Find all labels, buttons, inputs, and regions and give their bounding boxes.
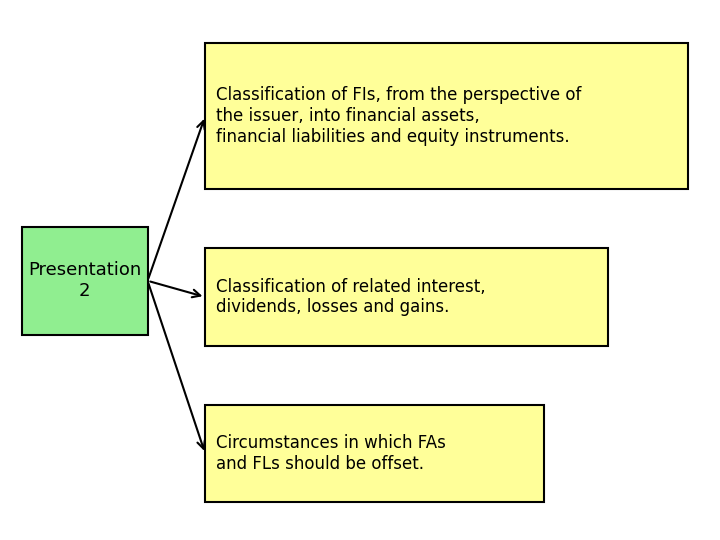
FancyBboxPatch shape — [205, 43, 688, 189]
Text: Classification of related interest,
dividends, losses and gains.: Classification of related interest, divi… — [216, 278, 485, 316]
FancyBboxPatch shape — [22, 227, 148, 335]
FancyBboxPatch shape — [205, 405, 544, 502]
Text: Circumstances in which FAs
and FLs should be offset.: Circumstances in which FAs and FLs shoul… — [216, 434, 446, 473]
Text: Presentation
2: Presentation 2 — [28, 261, 141, 300]
FancyBboxPatch shape — [205, 248, 608, 346]
Text: Classification of FIs, from the perspective of
the issuer, into financial assets: Classification of FIs, from the perspect… — [216, 86, 581, 146]
